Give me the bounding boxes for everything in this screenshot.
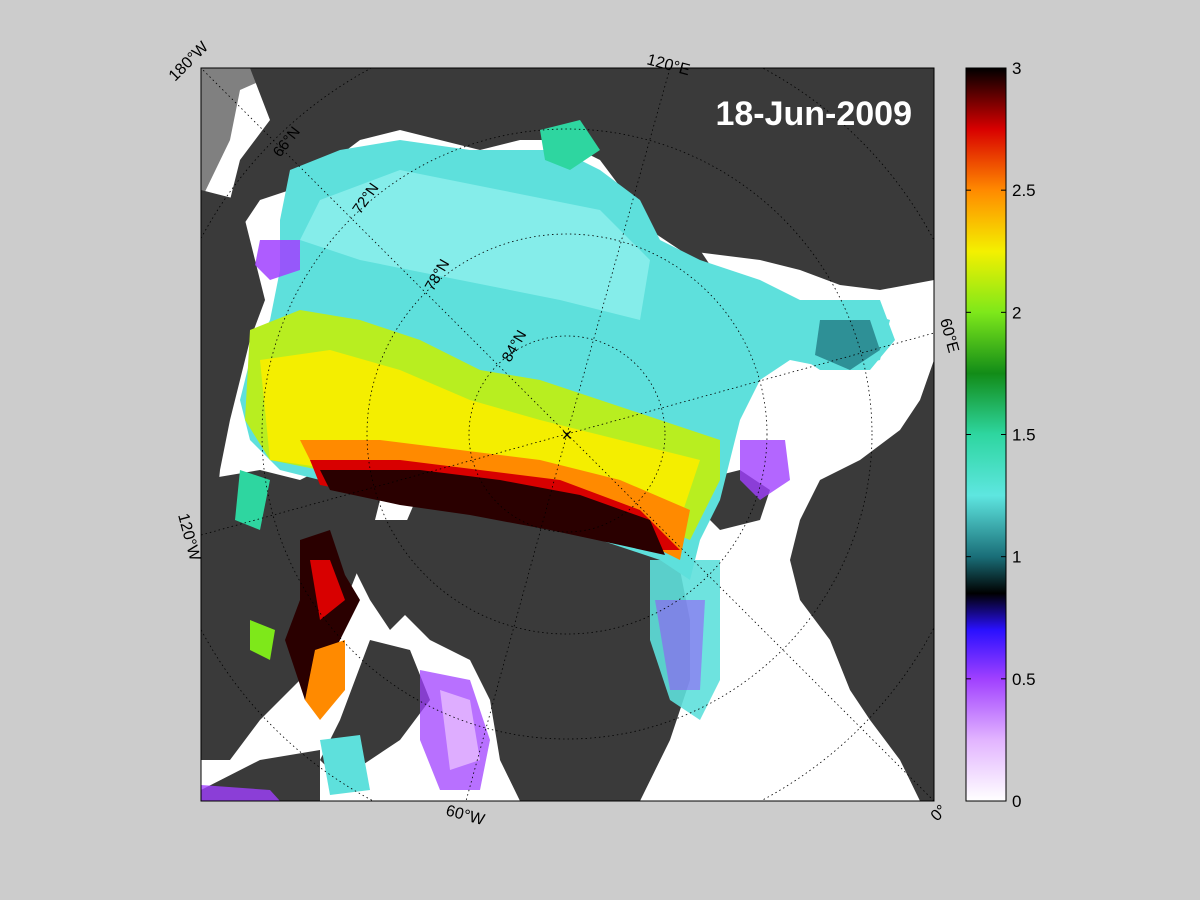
- colorbar-tick-label: 1: [1012, 548, 1021, 567]
- date-label: 18-Jun-2009: [715, 95, 912, 133]
- meridian-120w: [201, 433, 568, 536]
- colorbar-gradient: [965, 67, 1007, 802]
- graticule: [201, 68, 934, 801]
- colorbar-tick-label: 1.5: [1012, 426, 1036, 445]
- colorbar-tick-label: 0.5: [1012, 670, 1036, 689]
- label-lon-120w: 120°W: [174, 512, 203, 564]
- parallel-78n: [366, 233, 768, 635]
- colorbar-ticks: 0 0.5 1 1.5 2 2.5 3: [966, 59, 1036, 811]
- label-lon-60e: 60°E: [936, 317, 961, 355]
- map-frame: [200, 67, 935, 802]
- label-lon-0: 0°: [928, 802, 951, 825]
- parallel-72n: [261, 128, 873, 740]
- colorbar-tick-label: 0: [1012, 792, 1021, 811]
- label-lon-60w: 60°W: [444, 802, 487, 829]
- meridian-60w: [465, 433, 568, 801]
- meridian-180: [201, 68, 568, 435]
- colorbar: 0 0.5 1 1.5 2 2.5 3: [965, 59, 1036, 811]
- colorbar-tick-label: 3: [1012, 59, 1021, 78]
- colorbar-tick-label: 2.5: [1012, 181, 1036, 200]
- colorbar-tick-label: 2: [1012, 303, 1021, 322]
- sea-ice-thickness-field: [201, 120, 895, 801]
- outside-domain-region: [201, 68, 290, 200]
- meridian-120e: [566, 68, 671, 435]
- map-panel: × 84°N 78°N 72°N 66°N 18-Jun-2009: [201, 68, 934, 801]
- north-pole-marker: ×: [562, 425, 573, 445]
- meridian-0: [566, 433, 934, 801]
- parallel-84n: [468, 335, 666, 533]
- meridian-60e: [566, 332, 934, 435]
